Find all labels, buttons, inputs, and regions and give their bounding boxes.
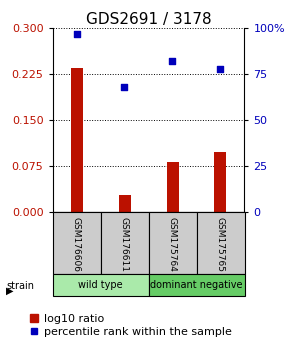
Bar <box>196 212 244 274</box>
Bar <box>52 274 148 296</box>
Text: GSM175765: GSM175765 <box>216 217 225 272</box>
Bar <box>118 195 130 212</box>
Text: GSM176611: GSM176611 <box>120 217 129 272</box>
Bar <box>52 212 100 274</box>
Point <box>74 31 79 37</box>
Point <box>170 59 175 64</box>
Point <box>218 66 223 72</box>
Text: dominant negative: dominant negative <box>150 280 243 290</box>
Title: GDS2691 / 3178: GDS2691 / 3178 <box>86 12 211 27</box>
Text: GSM175764: GSM175764 <box>168 217 177 272</box>
Text: strain: strain <box>6 281 34 291</box>
Text: ▶: ▶ <box>6 286 14 296</box>
Bar <box>70 68 83 212</box>
Text: GSM176606: GSM176606 <box>72 217 81 272</box>
Bar <box>100 212 148 274</box>
Bar <box>214 152 226 212</box>
Legend: log10 ratio, percentile rank within the sample: log10 ratio, percentile rank within the … <box>30 314 232 337</box>
Point <box>122 84 127 90</box>
Bar <box>148 212 196 274</box>
Bar <box>167 162 178 212</box>
Bar <box>148 274 244 296</box>
Text: wild type: wild type <box>78 280 123 290</box>
